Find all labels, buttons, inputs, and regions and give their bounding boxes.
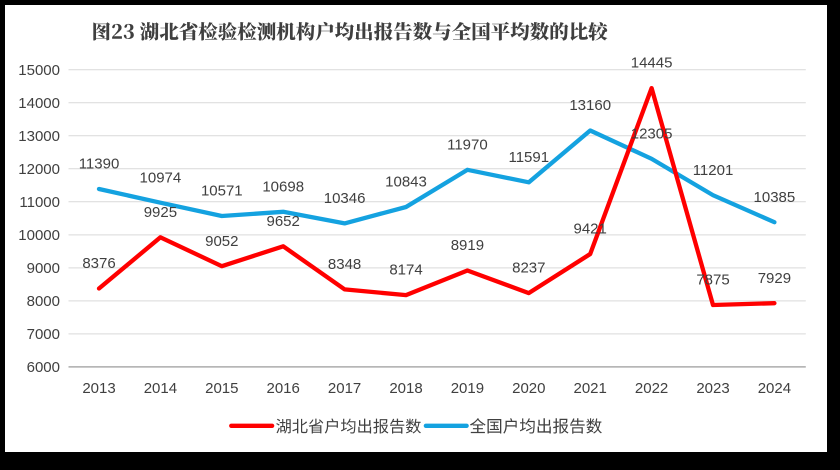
- svg-text:2023: 2023: [696, 380, 729, 397]
- svg-text:2021: 2021: [574, 380, 607, 397]
- svg-text:10385: 10385: [754, 189, 796, 206]
- svg-text:11000: 11000: [19, 194, 60, 211]
- svg-text:13000: 13000: [18, 128, 60, 145]
- svg-text:12305: 12305: [631, 125, 673, 142]
- svg-text:10843: 10843: [385, 174, 427, 191]
- svg-text:2015: 2015: [205, 380, 238, 397]
- svg-text:10571: 10571: [201, 183, 243, 200]
- svg-text:9000: 9000: [27, 260, 60, 277]
- svg-text:10000: 10000: [18, 227, 60, 244]
- svg-text:7929: 7929: [758, 270, 791, 287]
- svg-text:2018: 2018: [389, 380, 422, 397]
- svg-text:8376: 8376: [82, 255, 115, 272]
- svg-text:8919: 8919: [451, 237, 484, 254]
- svg-text:9925: 9925: [144, 204, 177, 221]
- svg-text:11591: 11591: [508, 149, 549, 166]
- svg-text:11390: 11390: [79, 156, 120, 173]
- svg-text:14445: 14445: [631, 55, 673, 72]
- svg-text:13160: 13160: [569, 97, 611, 114]
- svg-text:9052: 9052: [205, 233, 238, 250]
- svg-text:2017: 2017: [328, 380, 361, 397]
- svg-text:14000: 14000: [18, 95, 60, 112]
- svg-text:2020: 2020: [512, 380, 545, 397]
- svg-text:10974: 10974: [140, 169, 182, 186]
- svg-text:8000: 8000: [27, 293, 60, 310]
- svg-text:10346: 10346: [324, 190, 366, 207]
- svg-text:9652: 9652: [267, 213, 300, 230]
- svg-text:11970: 11970: [447, 136, 488, 153]
- svg-text:2022: 2022: [635, 380, 668, 397]
- svg-text:11201: 11201: [693, 162, 734, 179]
- svg-text:8174: 8174: [389, 262, 422, 279]
- svg-text:2014: 2014: [144, 380, 177, 397]
- svg-text:2016: 2016: [267, 380, 300, 397]
- svg-text:15000: 15000: [18, 62, 60, 79]
- svg-text:12000: 12000: [18, 161, 60, 178]
- svg-text:10698: 10698: [262, 178, 304, 195]
- svg-text:8237: 8237: [512, 260, 545, 277]
- svg-text:7000: 7000: [27, 326, 60, 343]
- svg-text:8348: 8348: [328, 256, 361, 273]
- svg-text:6000: 6000: [27, 359, 60, 376]
- svg-text:2013: 2013: [82, 380, 115, 397]
- svg-text:9421: 9421: [574, 221, 607, 238]
- svg-text:2019: 2019: [451, 380, 484, 397]
- svg-text:2024: 2024: [758, 380, 791, 397]
- svg-text:7875: 7875: [696, 272, 729, 289]
